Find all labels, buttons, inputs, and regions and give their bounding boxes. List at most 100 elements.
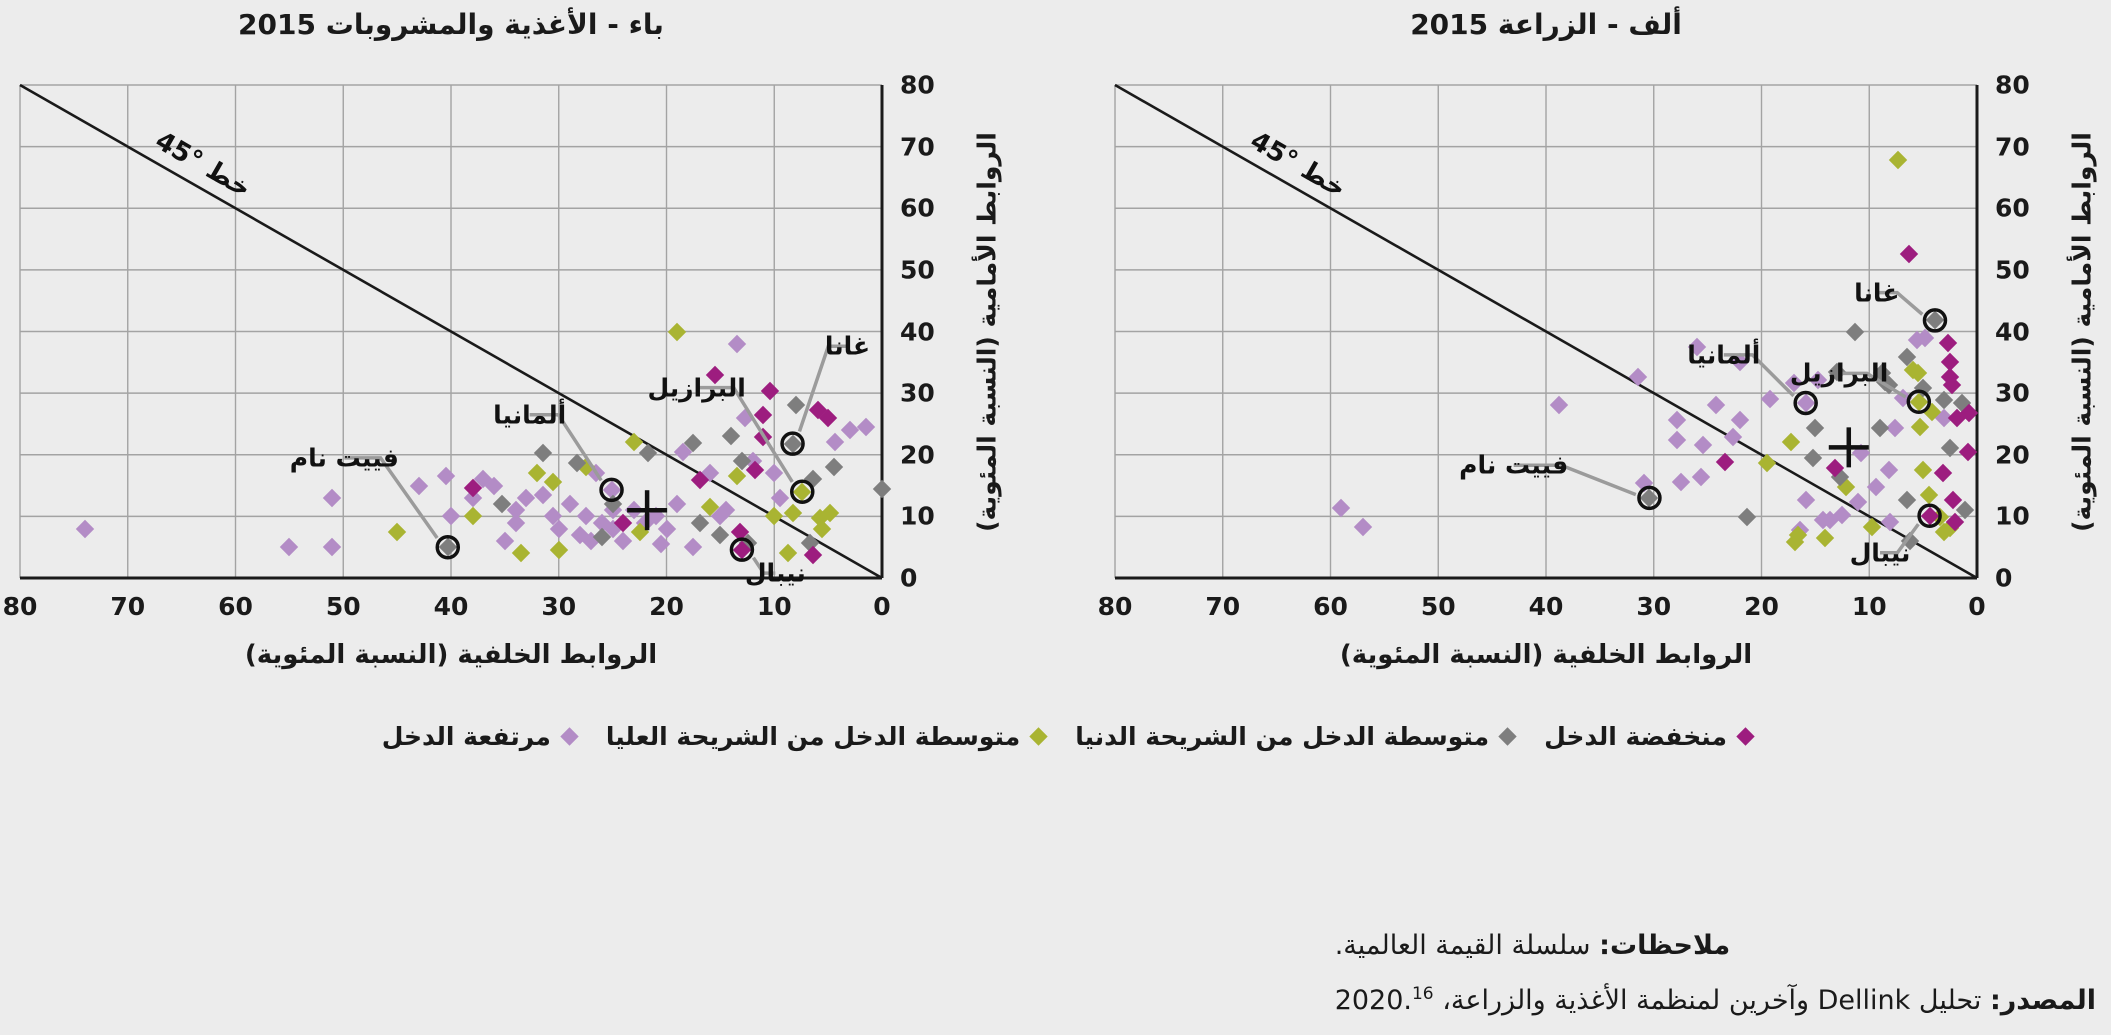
annotation-leader-line [344, 456, 439, 540]
chart-agriculture: ألف - الزراعة 2015 خط °45 غانا ألمانيا البر… [1098, 0, 2111, 700]
y-axis-tick-label: 40 [900, 317, 935, 346]
y-axis-tick-label: 40 [1995, 317, 2030, 346]
y-axis-tick-label: 80 [1995, 70, 2030, 100]
country-label: فييت نام [1459, 450, 1569, 480]
chart-a-plot-area: خط °45 غانا ألمانيا البرازيل فييت نام نيبال [1114, 83, 1979, 580]
y-axis-tick-label: 10 [900, 501, 935, 531]
source-text: تحليل Dellink وآخرين لمنظمة الأغذية والز… [1334, 985, 1990, 1016]
x-axis-tick-label: 40 [433, 592, 469, 621]
chart-food-beverages: باء - الأغذية والمشروبات 2015 خط °45 غانا… [3, 0, 1016, 700]
annotation-leader-line [1513, 463, 1637, 497]
y-axis-tick-label: 70 [1995, 132, 2030, 162]
notes-line: ملاحظات: سلسلة القيمة العالمية. [1335, 922, 2096, 970]
annotation-circle-marker [1922, 308, 1948, 333]
plot-grid-layer [19, 83, 884, 580]
country-label: فييت نام [289, 443, 399, 473]
legend-item-lower_middle: متوسطة الدخل من الشريحة الدنيا [1075, 722, 1517, 751]
country-label: نيبال [1849, 538, 1911, 568]
annotation-circle-marker [1793, 390, 1818, 416]
x-axis-tick-label: 30 [1636, 592, 1672, 621]
x-axis-title: الروابط الخلفية (النسبة المئوية) [244, 640, 658, 670]
x-axis-title: الروابط الخلفية (النسبة المئوية) [1339, 640, 1753, 670]
notes-block: ملاحظات: سلسلة القيمة العالمية. المصدر: … [1335, 922, 2096, 1025]
annotation-circle-marker [790, 479, 815, 504]
y-axis-tick-label: 0 [900, 563, 918, 593]
x-axis-tick-label: 40 [1528, 592, 1564, 621]
x-axis-tick-label: 80 [2, 592, 38, 621]
x-axis-tick-label: 0 [1968, 592, 1986, 621]
y-axis-tick-label: 10 [1995, 501, 2030, 531]
x-axis-tick-label: 50 [1420, 592, 1456, 621]
y-axis-tick-label: 50 [1995, 255, 2030, 285]
y-axis-tick-label: 0 [1995, 563, 2013, 593]
x-axis-tick-label: 70 [1205, 592, 1241, 621]
legend-label: مرتفعة الدخل [381, 722, 551, 751]
source-line: المصدر: تحليل Dellink وآخرين لمنظمة الأغ… [1335, 970, 2096, 1025]
notes-text: سلسلة القيمة العالمية. [1334, 930, 1600, 961]
line-45-degree [1114, 83, 1978, 580]
legend-label: متوسطة الدخل من الشريحة العليا [605, 722, 1021, 751]
legend-item-high: مرتفعة الدخل [381, 722, 579, 751]
country-label: ألمانيا [493, 400, 567, 430]
legend-item-low: منخفضة الدخل [1544, 722, 1755, 751]
x-axis-tick-label: 50 [325, 592, 361, 621]
y-axis-tick-label: 60 [900, 193, 935, 223]
country-label: غانا [1854, 278, 1900, 308]
plot-annotation-layer [1513, 290, 1948, 555]
x-axis-tick-label: 10 [756, 592, 792, 621]
plot-annotation-layer [344, 344, 848, 575]
legend-label: متوسطة الدخل من الشريحة الدنيا [1075, 722, 1490, 751]
annotation-circle-marker [1917, 503, 1942, 529]
annotation-circle-marker [1906, 389, 1932, 415]
y-axis-tick-label: 70 [900, 132, 935, 162]
y-axis-tick-label: 20 [1995, 440, 2030, 470]
chart-b-plot-area: خط °45 غانا ألمانيا البرازيل فييت نام نيبال [19, 83, 892, 588]
annotation-leader-line [751, 556, 776, 575]
y-axis-tick-label: 30 [1995, 378, 2030, 408]
y-axis-tick-label: 60 [1995, 193, 2030, 223]
legend-label: منخفضة الدخل [1544, 722, 1727, 751]
source-label: المصدر: [1989, 985, 2096, 1016]
chart-b-title: باء - الأغذية والمشروبات 2015 [238, 8, 664, 41]
x-axis-tick-label: 70 [110, 592, 146, 621]
annotation-leader-line [1880, 523, 1920, 555]
country-label: البرازيل [647, 373, 746, 403]
plot-grid-layer [1114, 83, 1979, 580]
notes-label: ملاحظات: [1599, 930, 1731, 961]
y-axis-tick-label: 20 [900, 440, 935, 470]
y-axis-tick-label: 80 [900, 70, 935, 100]
legend-diamond-icon [1736, 727, 1755, 746]
country-label: البرازيل [1789, 358, 1889, 388]
annotation-leader-line [797, 344, 848, 433]
legend-diamond-icon [1029, 727, 1048, 746]
y-axis-tick-label: 50 [900, 255, 935, 285]
annotation-leader-line [1723, 353, 1795, 398]
annotation-circle-marker [435, 534, 461, 560]
country-label: ألمانيا [1687, 340, 1761, 370]
annotation-circle-marker [1637, 485, 1662, 511]
annotation-circle-marker [599, 477, 624, 503]
x-axis-tick-label: 20 [649, 592, 684, 621]
annotation-circle-marker [729, 537, 755, 562]
annotation-leader-line [529, 412, 603, 482]
chart-a-title: ألف - الزراعة 2015 [1410, 8, 1682, 41]
line-45-degree [19, 83, 883, 580]
source-footnote-number: 16 [1411, 984, 1434, 1004]
x-axis-tick-label: 10 [1851, 592, 1887, 621]
legend-item-upper_middle: متوسطة الدخل من الشريحة العليا [605, 722, 1048, 751]
y-axis-title: الروابط الأمامية (النسبة المئوية) [2067, 131, 2097, 532]
legend-diamond-icon [560, 727, 579, 746]
x-axis-tick-label: 80 [1097, 592, 1133, 621]
legend: منخفضة الدخل متوسطة الدخل من الشريحة الدن… [381, 722, 1755, 751]
y-axis-title: الروابط الأمامية (النسبة المئوية) [972, 131, 1002, 532]
annotation-leader-line [1839, 371, 1907, 399]
y-axis-tick-label: 30 [900, 378, 935, 408]
x-axis-tick-label: 30 [541, 592, 577, 621]
x-axis-tick-label: 20 [1744, 592, 1779, 621]
annotation-circle-marker [780, 431, 805, 456]
country-label: نيبال [744, 558, 806, 588]
x-axis-tick-label: 60 [218, 592, 253, 621]
annotation-leader-line [696, 385, 794, 483]
x-axis-tick-label: 0 [873, 592, 891, 621]
